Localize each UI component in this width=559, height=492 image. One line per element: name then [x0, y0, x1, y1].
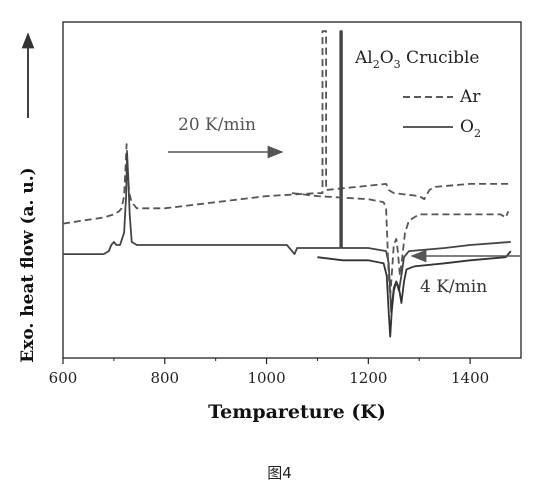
dsc-chart: 600 800 1000 1200 1400 Tempareture (K) Exo. h…: [18, 21, 522, 423]
ticks-layer: 600 800 1000 1200 1400: [49, 358, 489, 387]
legend-title-part: Crucible: [401, 48, 480, 68]
annotations: 20 K/min 4 K/min: [168, 115, 520, 297]
legend-title-part: 3: [394, 58, 401, 71]
x-tick-label: 600: [49, 369, 78, 387]
series-line-ar-4k: [291, 192, 510, 298]
series-line-ar-20k: [62, 30, 511, 225]
plot-border: [62, 21, 522, 359]
x-tick-label: 1000: [247, 369, 285, 387]
figure-caption: 图4: [267, 464, 292, 482]
legend-title-part: Al: [354, 48, 373, 68]
x-axis-label: Tempareture (K): [208, 401, 386, 423]
legend-label-part: 2: [474, 127, 481, 140]
x-tick-label: 800: [150, 369, 179, 387]
series-layer: [62, 30, 512, 338]
legend-title-part: 2: [373, 58, 380, 71]
legend-label-o2: O2: [460, 117, 481, 140]
legend-title-part: O: [380, 48, 394, 68]
series-line-o2-4k: [317, 250, 512, 338]
legend-title: Al2O3 Crucible: [354, 48, 479, 71]
legend-label-ar: Ar: [459, 87, 481, 107]
series-line-o2-20k: [63, 30, 511, 314]
x-tick-label: 1200: [349, 369, 387, 387]
annotation-20k-label: 20 K/min: [178, 115, 256, 135]
x-tick-label: 1400: [451, 369, 489, 387]
plot-frame: [62, 21, 522, 359]
annotation-4k-label: 4 K/min: [420, 277, 487, 297]
y-axis-label: Exo. heat flow (a. u.): [18, 167, 38, 362]
legend-label-part: O: [460, 117, 474, 137]
labels-layer: Tempareture (K) Exo. heat flow (a. u.): [18, 32, 386, 423]
